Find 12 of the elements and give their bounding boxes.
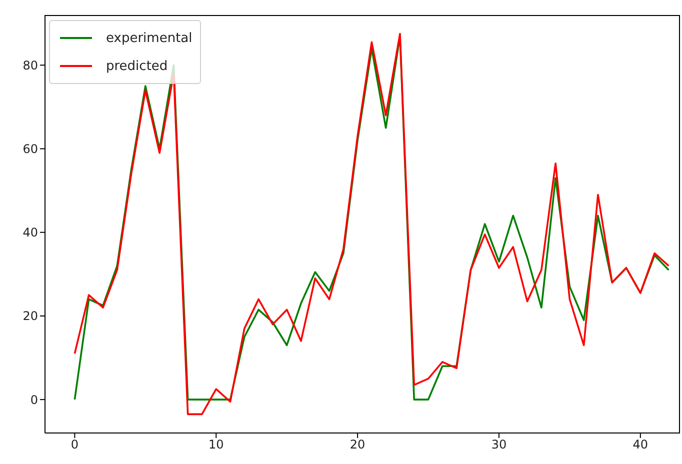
y-tick-label: 60 (22, 142, 38, 156)
y-tick-label: 20 (22, 309, 38, 324)
legend-label: experimental (106, 30, 192, 46)
legend-label: predicted (106, 58, 168, 74)
y-tick-label: 80 (22, 58, 38, 72)
x-tick-label: 40 (632, 438, 648, 452)
y-tick-label: 0 (30, 392, 38, 407)
x-tick-label: 20 (350, 438, 366, 452)
x-tick-label: 30 (491, 438, 507, 452)
x-tick-label: 0 (70, 438, 79, 452)
y-tick-label: 40 (22, 226, 38, 240)
x-tick-label: 10 (208, 438, 224, 452)
